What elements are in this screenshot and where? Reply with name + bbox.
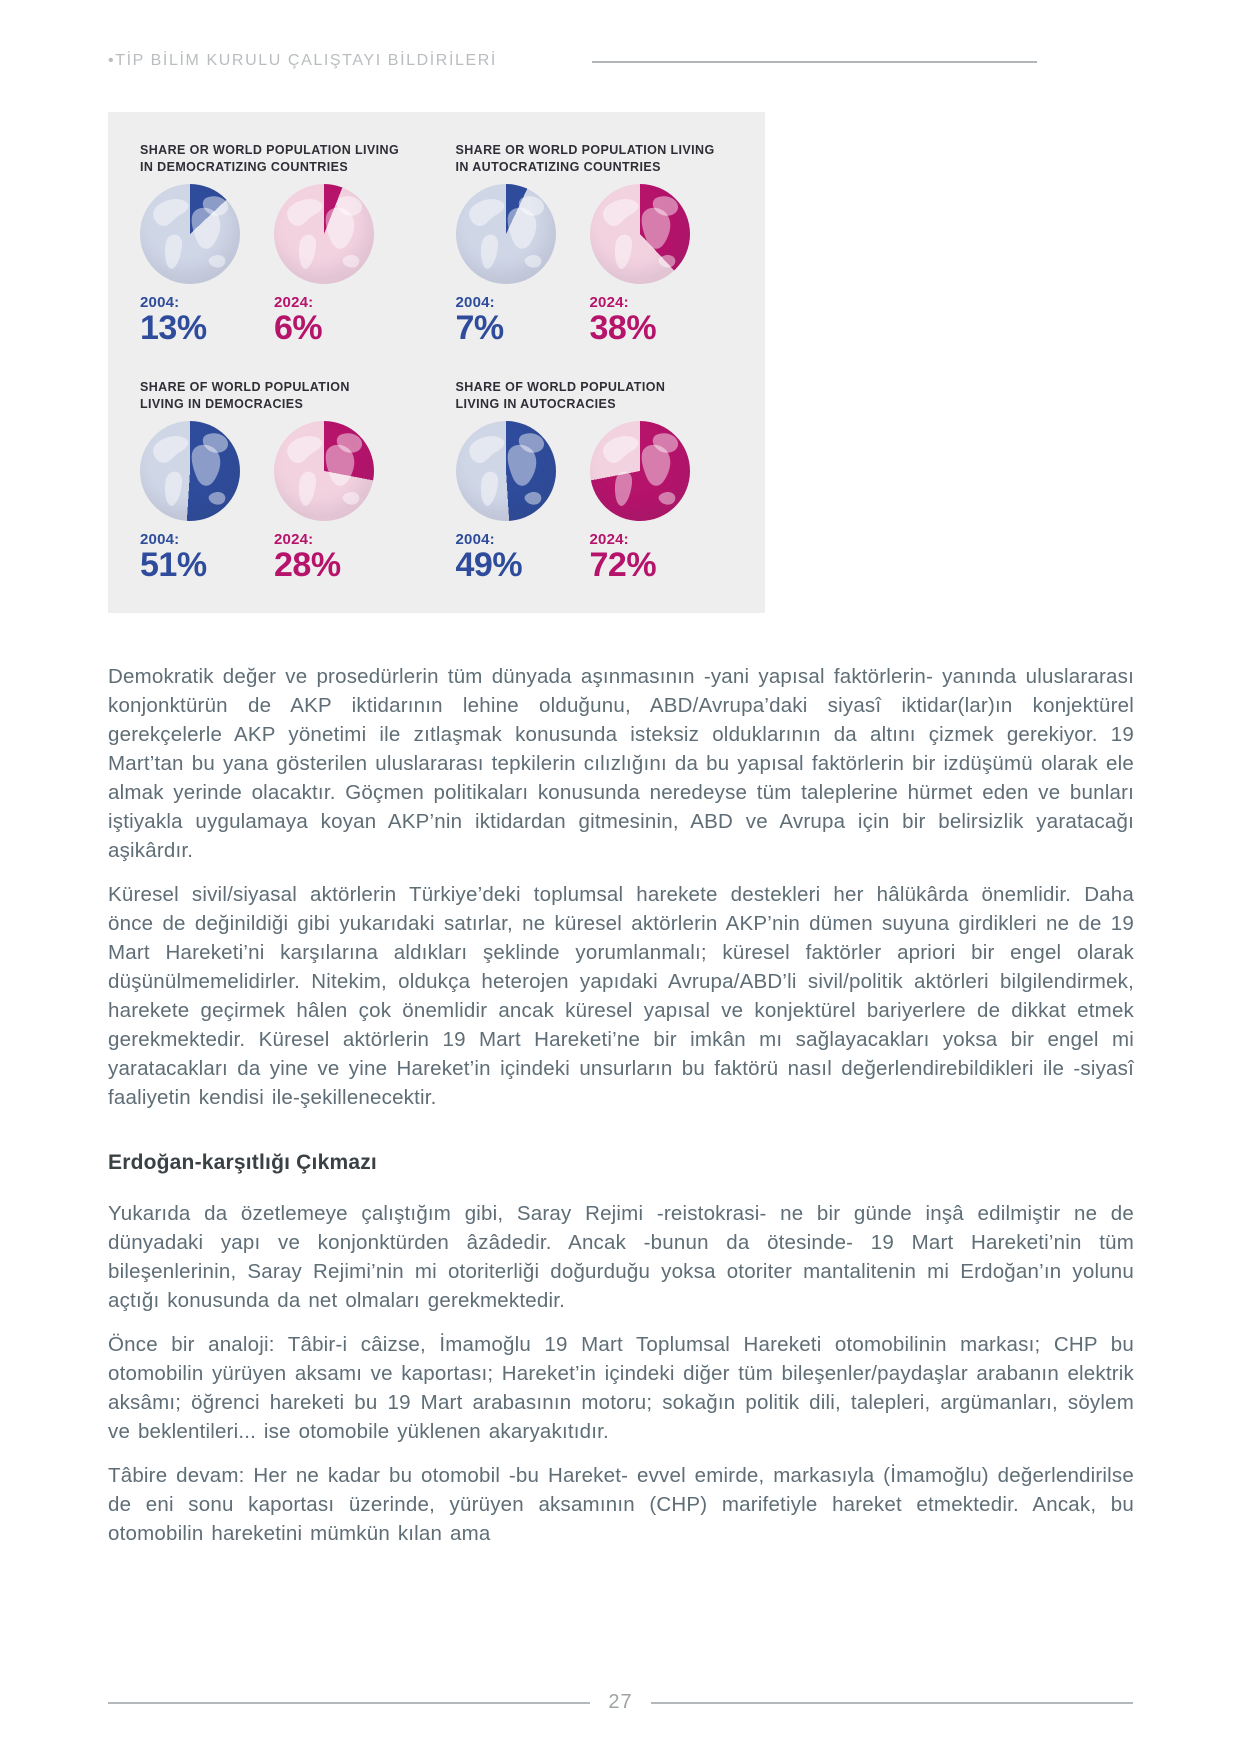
pie-value-label: 13%	[140, 309, 207, 347]
pie-year-label: 2004:	[140, 294, 180, 311]
globe-pie-2024	[274, 184, 374, 284]
world-map-icon	[468, 432, 544, 506]
globe-pie-2004	[140, 420, 240, 521]
chart-group-autocracies: SHARE OF WORLD POPULATION LIVING IN AUTO…	[455, 367, 746, 604]
article-body: Demokratik değer ve prosedürlerin tüm dü…	[108, 662, 1134, 1563]
chart-title: SHARE OF WORLD POPULATION LIVING IN AUTO…	[455, 379, 666, 411]
world-map-icon	[153, 196, 229, 269]
pie-year-label: 2004:	[455, 294, 495, 311]
globe-pie-2004	[455, 420, 556, 521]
chart-title: SHARE OR WORLD POPULATION LIVING IN DEMO…	[140, 143, 400, 175]
pie-value-label: 49%	[455, 545, 523, 584]
globe-pie-2024	[589, 420, 690, 521]
chart-group-democratizing: SHARE OR WORLD POPULATION LIVING IN DEMO…	[140, 130, 430, 367]
page-number: 27	[608, 1691, 633, 1713]
pie-value-label: 6%	[274, 309, 323, 347]
globe-pie-2024	[274, 420, 374, 521]
chart-group-democracies: SHARE OF WORLD POPULATION LIVING IN DEMO…	[140, 367, 430, 604]
chart-title: SHARE OR WORLD POPULATION LIVING IN AUTO…	[455, 143, 715, 175]
pie-year-label: 2004:	[455, 530, 495, 548]
paragraph: Demokratik değer ve prosedürlerin tüm dü…	[108, 665, 1134, 862]
globe-pie-2004	[140, 184, 240, 284]
globe-pie-2024	[589, 184, 690, 284]
pie-value-label: 7%	[455, 309, 505, 347]
footer-rule-right	[650, 1701, 1133, 1704]
paragraph: Küresel sivil/siyasal aktörlerin Türkiye…	[108, 883, 1134, 1109]
pie-year-label: 2024:	[274, 294, 314, 311]
pie-value-label: 72%	[589, 545, 657, 584]
pie-value-label: 28%	[274, 545, 341, 584]
democracy-autocracy-infographic: SHARE OR WORLD POPULATION LIVING IN DEMO…	[108, 112, 765, 613]
chart-title: SHARE OF WORLD POPULATION LIVING IN DEMO…	[140, 379, 350, 411]
paragraph: Tâbire devam: Her ne kadar bu otomobil -…	[108, 1464, 1134, 1545]
chart-group-autocratizing: SHARE OR WORLD POPULATION LIVING IN AUTO…	[455, 130, 746, 367]
world-map-icon	[468, 196, 544, 269]
world-map-icon	[287, 196, 363, 269]
section-heading: Erdoğan-karşıtlığı Çıkmazı	[108, 1151, 377, 1174]
footer-rule-left	[108, 1701, 591, 1704]
pie-year-label: 2004:	[140, 530, 180, 548]
world-map-icon	[153, 432, 229, 506]
world-map-icon	[602, 432, 678, 506]
header-title: •TİP BİLİM KURULU ÇALIŞTAYI BİLDİRİLERİ	[108, 52, 497, 69]
paragraph: Önce bir analoji: Tâbir-i câizse, İmamoğ…	[108, 1333, 1134, 1443]
globe-pie-2004	[455, 184, 556, 284]
pie-value-label: 38%	[589, 309, 657, 347]
page-footer: 27	[108, 1691, 1133, 1714]
pie-year-label: 2024:	[274, 530, 314, 548]
paragraph: Yukarıda da özetlemeye çalıştığım gibi, …	[108, 1202, 1134, 1312]
pie-year-label: 2024:	[589, 530, 629, 548]
running-header: •TİP BİLİM KURULU ÇALIŞTAYI BİLDİRİLERİ	[108, 52, 1133, 70]
pie-year-label: 2024:	[589, 294, 629, 311]
world-map-icon	[287, 432, 363, 506]
pie-value-label: 51%	[140, 545, 207, 584]
world-map-icon	[602, 196, 678, 269]
header-rule	[591, 61, 1037, 63]
